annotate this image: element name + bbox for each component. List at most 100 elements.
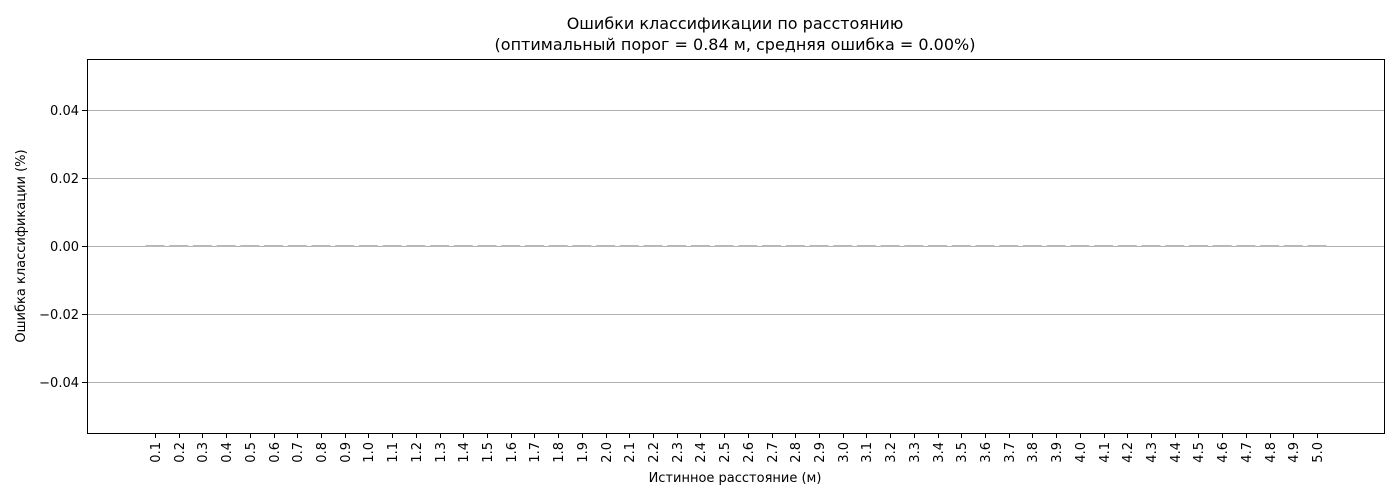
bar [856, 245, 876, 247]
x-tick-label: 3.8 [1026, 442, 1041, 463]
x-tick-label: 2.6 [742, 442, 757, 463]
x-axis-ticks: 0.1 0.2 0.3 0.4 0.5 0.6 0.7 0.8 0.9 1.0 1.1 1.2 1.3 1… [149, 433, 1326, 463]
x-tick-label: 2.7 [766, 442, 781, 463]
x-tick-label: 4.9 [1287, 442, 1302, 463]
y-tick-label: 0.02 [50, 172, 79, 187]
bar [264, 245, 284, 247]
bar [809, 245, 829, 247]
plot-frame [87, 59, 1385, 434]
x-tick-label: 3.0 [837, 442, 852, 463]
bar [1260, 245, 1280, 247]
chart-title: Ошибки классификации по расстоянию [567, 14, 904, 33]
bar [738, 245, 758, 247]
bar [430, 245, 450, 247]
x-tick-label: 0.4 [220, 442, 235, 463]
y-axis-ticks: −0.04 −0.02 0.00 0.02 0.04 [39, 104, 87, 391]
y-tick-label: 0.00 [50, 240, 79, 255]
x-tick-label: 4.2 [1121, 442, 1136, 463]
bar [548, 245, 568, 247]
bar [975, 245, 995, 247]
y-axis-label: Ошибка классификации (%) [14, 149, 29, 342]
x-tick-label: 2.0 [600, 442, 615, 463]
bar [1094, 245, 1114, 247]
bar [833, 245, 853, 247]
bar [1046, 245, 1066, 247]
x-tick-label: 3.6 [979, 442, 994, 463]
x-tick-label: 3.3 [908, 442, 923, 463]
x-tick-label: 4.0 [1074, 442, 1089, 463]
x-tick-label: 2.8 [789, 442, 804, 463]
x-tick-label: 1.0 [362, 442, 377, 463]
x-tick-label: 1.2 [410, 442, 425, 463]
bar [951, 245, 971, 247]
bar [762, 245, 782, 247]
x-tick-label: 2.9 [813, 442, 828, 463]
bar [1188, 245, 1208, 247]
bar [1022, 245, 1042, 247]
bar [619, 245, 639, 247]
y-tick-label: 0.04 [50, 104, 79, 119]
x-tick-label: 0.1 [149, 442, 164, 463]
x-tick-label: 3.7 [1003, 442, 1018, 463]
x-tick-label: 0.7 [291, 442, 306, 463]
bar [880, 245, 900, 247]
x-tick-label: 1.1 [386, 442, 401, 463]
x-tick-label: 3.1 [860, 442, 875, 463]
bar [477, 245, 497, 247]
x-tick-label: 3.9 [1050, 442, 1065, 463]
x-tick-label: 2.1 [623, 442, 638, 463]
bar [714, 245, 734, 247]
x-tick-label: 0.6 [268, 442, 283, 463]
x-tick-label: 1.4 [457, 442, 472, 463]
x-tick-label: 1.3 [434, 442, 449, 463]
bar [928, 245, 948, 247]
bar [904, 245, 924, 247]
x-tick-label: 2.5 [718, 442, 733, 463]
x-tick-label: 1.6 [505, 442, 520, 463]
x-tick-label: 4.1 [1098, 442, 1113, 463]
x-tick-label: 5.0 [1311, 442, 1326, 463]
x-axis-label: Истинное расстояние (м) [649, 471, 822, 486]
bar [643, 245, 663, 247]
bar [1236, 245, 1256, 247]
x-tick-label: 0.8 [315, 442, 330, 463]
x-tick-label: 4.4 [1169, 442, 1184, 463]
chart-subtitle: (оптимальный порог = 0.84 м, средняя оши… [495, 35, 976, 54]
x-tick-label: 1.7 [528, 442, 543, 463]
bar [453, 245, 473, 247]
bar [596, 245, 616, 247]
bar [335, 245, 355, 247]
x-tick-label: 4.5 [1192, 442, 1207, 463]
bar [572, 245, 592, 247]
x-tick-label: 1.8 [552, 442, 567, 463]
x-tick-label: 0.5 [244, 442, 259, 463]
bar [1283, 245, 1303, 247]
x-tick-label: 1.9 [576, 442, 591, 463]
bar [999, 245, 1019, 247]
x-tick-label: 4.8 [1264, 442, 1279, 463]
bars [145, 245, 1327, 247]
bar [382, 245, 402, 247]
bar [1165, 245, 1185, 247]
bar [1117, 245, 1137, 247]
x-tick-label: 4.3 [1145, 442, 1160, 463]
x-tick-label: 2.2 [647, 442, 662, 463]
y-tick-label: −0.04 [39, 376, 79, 391]
x-tick-label: 3.2 [884, 442, 899, 463]
bar [524, 245, 544, 247]
x-tick-label: 0.9 [339, 442, 354, 463]
bar [216, 245, 236, 247]
x-tick-label: 4.6 [1216, 442, 1231, 463]
x-tick-label: 4.7 [1240, 442, 1255, 463]
bar [690, 245, 710, 247]
x-tick-label: 1.5 [481, 442, 496, 463]
y-tick-label: −0.02 [39, 308, 79, 323]
bar [1307, 245, 1327, 247]
bar [501, 245, 521, 247]
x-tick-label: 2.3 [671, 442, 686, 463]
bar [145, 245, 165, 247]
x-tick-label: 0.2 [173, 442, 188, 463]
x-tick-label: 0.3 [196, 442, 211, 463]
bar [192, 245, 212, 247]
